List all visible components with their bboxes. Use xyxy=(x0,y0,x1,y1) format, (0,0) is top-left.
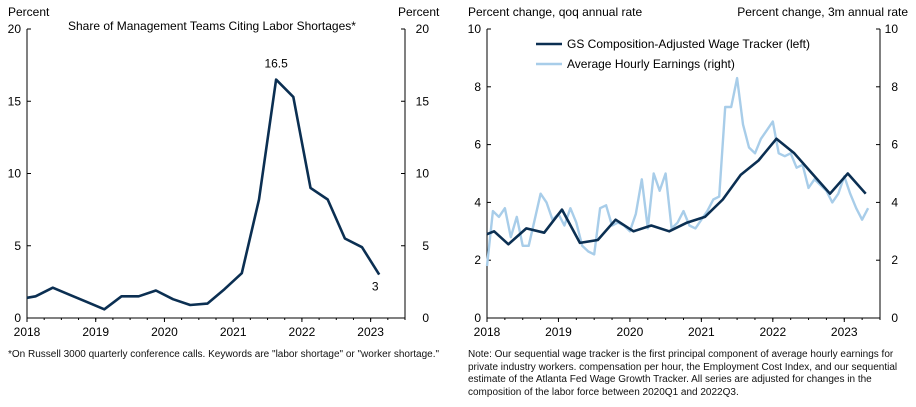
right-chart-y-tick-label-right: 4 xyxy=(891,195,898,209)
right-chart-y-tick-label-right: 8 xyxy=(891,80,898,94)
right-chart-y-tick-label-left: 8 xyxy=(474,80,481,94)
left-chart-y-tick-label-left: 20 xyxy=(8,22,22,36)
right-chart-x-tick-label: 2019 xyxy=(545,325,572,339)
left-chart-y-tick-label-right: 15 xyxy=(416,94,430,108)
right-chart-y-tick-label-left: 6 xyxy=(474,138,481,152)
left-chart-x-tick-label: 2021 xyxy=(220,325,247,339)
right-chart-y-tick-label-left: 10 xyxy=(468,22,482,36)
right-chart-y-tick-label-left: 4 xyxy=(474,195,481,209)
right-chart-x-tick-label: 2018 xyxy=(474,325,501,339)
left-chart-series-line xyxy=(26,78,381,311)
left-chart-y-tick-label-left: 10 xyxy=(8,167,22,181)
left-chart-ylabel-right: Percent xyxy=(398,5,440,19)
right-chart-legend-label: Average Hourly Earnings (right) xyxy=(567,57,735,71)
left-chart-y-tick-label-right: 5 xyxy=(422,239,429,253)
left-chart-y-tick-label-right: 10 xyxy=(416,167,430,181)
left-chart-title: Share of Management Teams Citing Labor S… xyxy=(68,19,356,33)
right-chart-y-tick-label-right: 0 xyxy=(891,311,898,325)
left-chart-x-tick-label: 2019 xyxy=(82,325,109,339)
right-chart-x-tick-label: 2023 xyxy=(831,325,858,339)
left-chart-x-tick-label: 2018 xyxy=(14,325,41,339)
left-chart-annotation-peak: 16.5 xyxy=(264,57,288,71)
right-chart-x-tick-label: 2022 xyxy=(759,325,786,339)
right-chart-y-tick-label-left: 0 xyxy=(474,311,481,325)
right-chart-x-tick-label: 2021 xyxy=(688,325,715,339)
right-chart-y-tick-label-left: 2 xyxy=(474,253,481,267)
left-chart-ylabel-left: Percent xyxy=(8,5,50,19)
left-chart-x-tick-label: 2022 xyxy=(289,325,316,339)
left-chart-y-tick-label-left: 5 xyxy=(14,239,21,253)
right-chart-y-tick-label-right: 10 xyxy=(885,22,899,36)
left-chart-y-tick-label-left: 0 xyxy=(14,311,21,325)
left-chart-footnote: *On Russell 3000 quarterly conference ca… xyxy=(8,349,440,360)
left-chart-y-tick-label-right: 0 xyxy=(422,311,429,325)
left-chart-x-tick-label: 2020 xyxy=(151,325,178,339)
left-chart-annotation-last: 3 xyxy=(372,280,379,294)
right-chart-footnote: Note: Our sequential wage tracker is the… xyxy=(468,349,898,398)
left-chart-y-tick-label-left: 15 xyxy=(8,94,22,108)
right-chart-ylabel-left: Percent change, qoq annual rate xyxy=(468,5,642,19)
left-chart-y-tick-label-right: 20 xyxy=(416,22,430,36)
right-chart-series-wage-tracker xyxy=(486,137,867,246)
right-chart-legend-label: GS Composition-Adjusted Wage Tracker (le… xyxy=(567,37,810,51)
right-chart-ylabel-right: Percent change, 3m annual rate xyxy=(737,5,908,19)
right-chart-y-tick-label-right: 2 xyxy=(891,253,898,267)
right-chart-y-tick-label-right: 6 xyxy=(891,138,898,152)
left-chart-x-tick-label: 2023 xyxy=(357,325,384,339)
right-chart-x-tick-label: 2020 xyxy=(617,325,644,339)
